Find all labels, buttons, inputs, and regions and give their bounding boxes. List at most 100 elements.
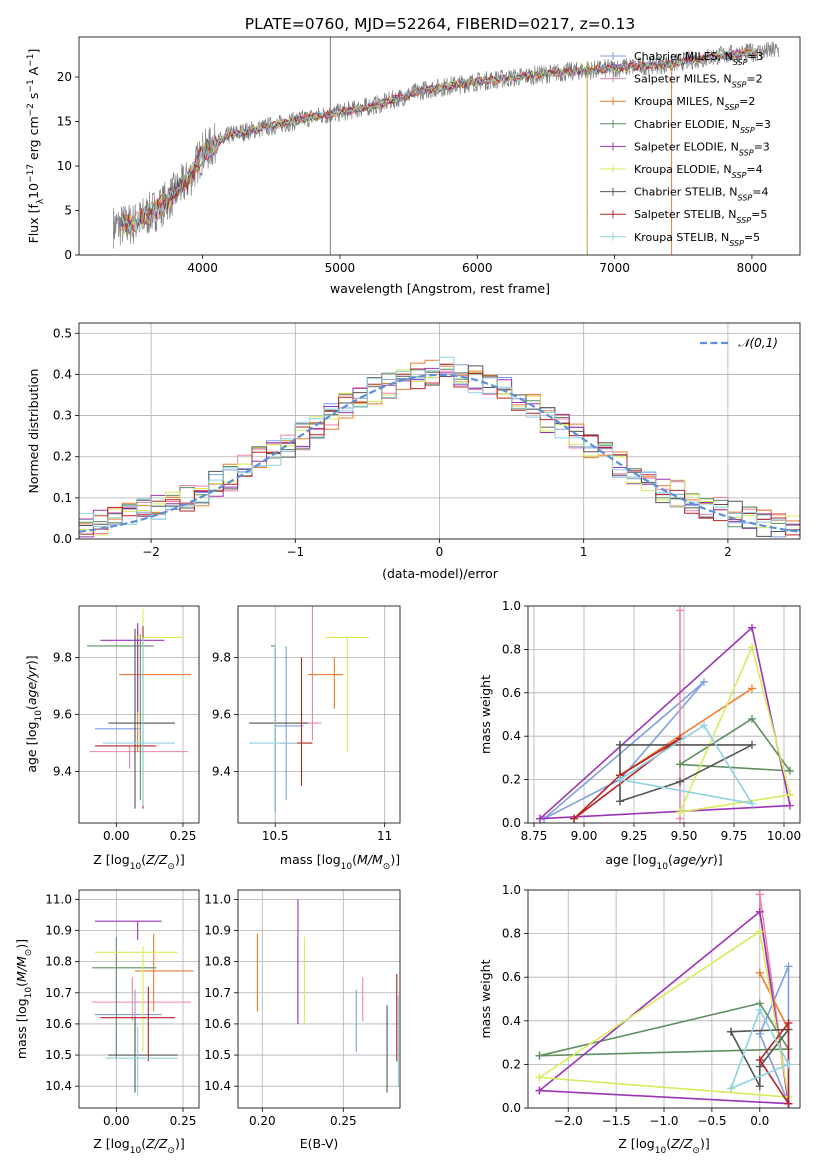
x-axis-label: E(B-V) xyxy=(300,1136,339,1151)
label-part: ⊙ xyxy=(167,1146,175,1156)
y-tick-label: 5 xyxy=(64,204,72,218)
x-tick-label: 0.25 xyxy=(330,1114,357,1128)
mass-weight-line xyxy=(539,626,791,820)
x-axis-label: Z [log10(Z/Z⊙)] xyxy=(93,1136,184,1156)
mass-weight-marker xyxy=(748,643,756,652)
mass-weight-marker xyxy=(727,1084,736,1093)
histogram-step xyxy=(79,356,800,532)
legend-entry: Kroupa STELIB, NSSP=5 xyxy=(634,231,760,248)
mass-weight-marker xyxy=(676,808,684,817)
y-tick-label: 10.7 xyxy=(45,986,72,1000)
mass-weight-marker xyxy=(786,766,794,775)
label-part: ( xyxy=(352,852,357,867)
x-tick-label: 2 xyxy=(724,545,732,559)
label-part: Z [log xyxy=(93,1136,129,1151)
y-axis-label: mass weight xyxy=(478,959,493,1038)
label-part: ( xyxy=(141,1136,146,1151)
x-axis-label: age [log10(age/yr)] xyxy=(605,852,722,872)
label-part: 10 xyxy=(34,710,44,722)
y-axis-label: age [log10(age/yr)] xyxy=(24,655,44,772)
label-part: A xyxy=(26,66,41,79)
axes-spectrum: 4000 5000 6000 7000 8000 0 5 10 15 20 Chabrier MIL… xyxy=(26,36,801,296)
axes-frame xyxy=(527,889,801,1109)
mass-weight-marker xyxy=(616,797,624,806)
y-tick-label: 10 xyxy=(57,159,72,173)
axes-mass_weight_vs_Z: −2.0 −1.5 −1.0 −0.5 0.0 0.0 0.2 0.4 0.6 0.8 1.0 Z [… xyxy=(478,883,801,1156)
legend-suffix: =2 xyxy=(746,73,762,86)
legend-entry: Kroupa MILES, NSSP=2 xyxy=(634,95,755,112)
y-tick-label: 10.6 xyxy=(204,1017,231,1031)
x-tick-label: −2.0 xyxy=(554,1114,583,1128)
label-part: ( xyxy=(666,1136,671,1151)
y-tick-label: 0.8 xyxy=(502,642,521,656)
y-tick-label: 10.9 xyxy=(204,923,231,937)
label-part: (data-model)/error xyxy=(382,566,499,581)
label-part: Z/Z xyxy=(145,1136,168,1151)
x-axis-label: Z [log10(Z/Z⊙)] xyxy=(93,852,184,872)
label-part: M/M xyxy=(14,956,29,982)
axes-age_vs_Z: 0.00 0.259.49.69.8Z [log10(Z/Z⊙)]age [log… xyxy=(24,605,200,872)
y-tick-label: 9.4 xyxy=(53,765,72,779)
legend-entry: Kroupa ELODIE, NSSP=4 xyxy=(634,163,763,180)
mass-weight-marker xyxy=(748,714,756,723)
plot-residuals xyxy=(79,356,800,538)
label-part: ( xyxy=(668,852,673,867)
x-tick-label: 0.20 xyxy=(249,1114,276,1128)
x-axis-label: (data-model)/error xyxy=(382,566,499,581)
y-tick-label: 10.7 xyxy=(204,986,231,1000)
spectrum-model-line xyxy=(121,48,758,233)
mass-weight-marker xyxy=(700,721,708,730)
label-part: Z [log xyxy=(93,852,129,867)
y-tick-label: 10.6 xyxy=(45,1017,72,1031)
label-part: age/yr xyxy=(673,852,714,867)
x-tick-label: −0.5 xyxy=(697,1114,726,1128)
label-part: age [log xyxy=(605,852,656,867)
label-part: Z/Z xyxy=(145,852,168,867)
plot-mass_vs_Z xyxy=(92,920,194,1096)
y-tick-label: 0.2 xyxy=(502,1057,521,1071)
label-part: −1 xyxy=(26,79,36,92)
legend-entry: Salpeter STELIB, NSSP=5 xyxy=(634,208,767,225)
mass-weight-marker xyxy=(784,1018,793,1027)
label-part: mass [log xyxy=(280,852,341,867)
legend-suffix: =5 xyxy=(751,208,767,221)
y-tick-label: 0 xyxy=(64,248,72,262)
mass-weight-line xyxy=(619,724,754,805)
plot-age_vs_mass xyxy=(248,606,370,812)
y-tick-label: 11.0 xyxy=(204,892,231,906)
label-part: 10 xyxy=(24,987,34,999)
legend-entry: Chabrier MILES, NSSP=3 xyxy=(634,50,764,67)
axes-residuals: −2 −1 0 1 2 0.0 0.1 0.2 0.3 0.4 0.5 𝒩(0,1) (data-mod… xyxy=(26,322,801,581)
y-axis-label: Normed distribution xyxy=(26,369,41,494)
x-axis-label: Z [log10(Z/Z⊙)] xyxy=(618,1136,709,1156)
plot-spectrum xyxy=(112,37,780,255)
plot-mass_weight_vs_age xyxy=(536,606,794,823)
legend-sub: SSP xyxy=(736,216,751,225)
x-tick-label: 0.00 xyxy=(103,1114,130,1128)
axes-frame xyxy=(237,889,401,1109)
mass-weight-marker xyxy=(755,1005,764,1014)
x-tick-label: 9.50 xyxy=(671,829,698,843)
spectrum-model-line xyxy=(121,51,758,232)
mass-weight-marker xyxy=(676,760,684,769)
mass-weight-line xyxy=(539,930,790,1098)
label-part: ( xyxy=(14,982,29,987)
axes-mass_vs_ebv: 0.20 0.25 10.4 10.5 10.6 10.7 10.8 10.9 11.0 E(B-… xyxy=(204,889,401,1151)
legend-sub: SSP xyxy=(733,58,748,67)
label-part: age [log xyxy=(24,721,39,772)
legend-suffix: =4 xyxy=(752,186,768,199)
mass-weight-line xyxy=(538,910,790,1105)
label-part: Normed distribution xyxy=(26,369,41,494)
legend-label: Kroupa MILES, N xyxy=(634,95,724,108)
x-tick-label: 9.25 xyxy=(621,829,648,843)
x-tick-label: −1.0 xyxy=(649,1114,678,1128)
legend-label: Salpeter STELIB, N xyxy=(634,208,736,221)
y-tick-label: 10.4 xyxy=(204,1079,231,1093)
mass-weight-marker xyxy=(784,1099,793,1108)
label-part: M/M xyxy=(357,852,383,867)
y-tick-label: 0.6 xyxy=(502,686,521,700)
label-part: mass weight xyxy=(478,675,493,754)
label-part: )] xyxy=(175,852,185,867)
mass-weight-marker xyxy=(676,777,684,786)
